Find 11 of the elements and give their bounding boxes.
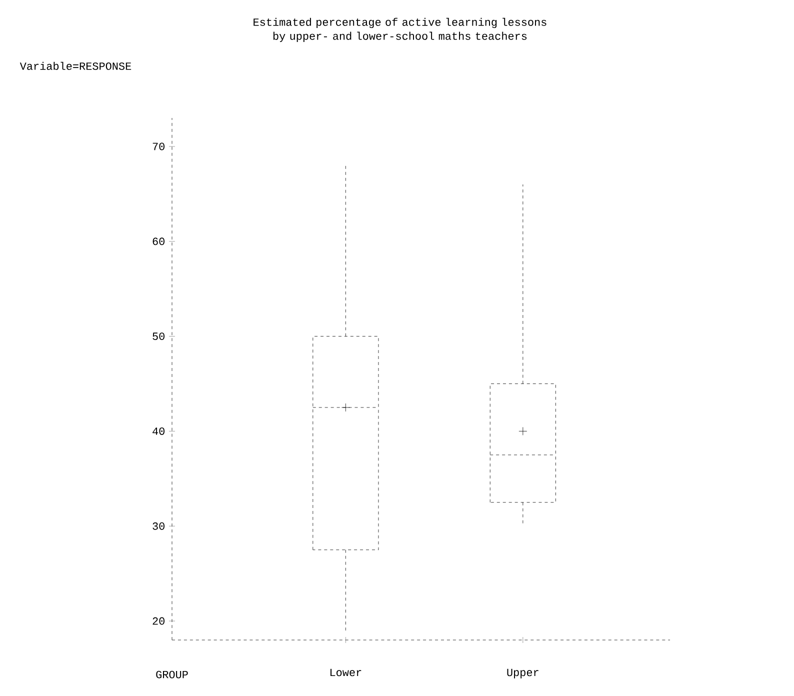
text: Variable=RESPONSE (20, 62, 132, 70)
y-tick-label: 40 (152, 427, 164, 435)
y-tick-label: 50 (152, 332, 164, 340)
y-tick-label: 60 (152, 238, 164, 246)
y-tick-label: 30 (152, 522, 164, 530)
chart-title: Estimated percentage of active learning lessons by upper- and lower-school maths teachers (254, 18, 546, 42)
x-axis-title: GROUP (156, 670, 188, 678)
y-tick-label: 20 (152, 617, 164, 625)
y-tick-label: 70 (152, 142, 164, 150)
x-tick-label: Upper (507, 668, 538, 678)
x-tick-label: Lower (330, 668, 362, 676)
